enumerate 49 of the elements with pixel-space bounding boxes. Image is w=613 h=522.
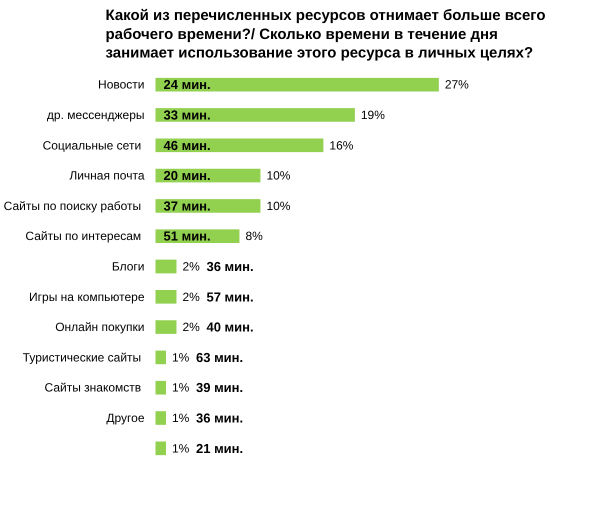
data-label: 10% bbox=[266, 168, 291, 183]
bar bbox=[156, 260, 176, 274]
annotation: 37 мин. bbox=[164, 198, 211, 214]
annotation: 24 мин. bbox=[164, 77, 211, 92]
bar bbox=[156, 108, 355, 122]
y-tick-label: Сайты по поиску работы bbox=[4, 198, 142, 213]
data-label: 1% bbox=[172, 441, 190, 456]
annotation: 21 мин. bbox=[196, 440, 244, 456]
annotation: 63 мин. bbox=[196, 350, 244, 365]
bar bbox=[156, 320, 176, 334]
annotation: 51 мин. bbox=[164, 228, 211, 244]
data-label: 1% bbox=[172, 350, 190, 364]
annotation: 57 мин. bbox=[206, 289, 254, 304]
annotation: 39 мин. bbox=[196, 380, 244, 396]
data-label: 27% bbox=[444, 78, 470, 92]
data-label: 1% bbox=[172, 380, 190, 395]
annotation: 46 мин. bbox=[164, 138, 211, 153]
y-tick-label: Сайты по интересам bbox=[25, 229, 142, 244]
data-label: 2% bbox=[182, 320, 200, 334]
data-label: 2% bbox=[182, 290, 200, 304]
data-label: 19% bbox=[360, 108, 386, 122]
y-tick-label: Другое bbox=[106, 411, 145, 426]
bar bbox=[156, 380, 166, 395]
data-label: 1% bbox=[172, 411, 190, 426]
bar bbox=[156, 78, 439, 92]
y-tick-label: Сайты знакомств bbox=[44, 380, 142, 395]
y-tick-label: Личная почта bbox=[69, 168, 145, 183]
annotation: 20 мин. bbox=[164, 168, 211, 184]
annotation: 36 мин. bbox=[196, 410, 244, 426]
data-label: 16% bbox=[329, 138, 354, 152]
y-tick-label: Игры на компьютере bbox=[29, 290, 145, 304]
y-tick-label: Социальные сети bbox=[42, 138, 142, 152]
annotation: 36 мин. bbox=[206, 259, 254, 274]
data-label: 2% bbox=[182, 260, 200, 274]
chart-title: Какой из перечисленных ресурсов отнимает больше всего рабочего времени?/ Сколько времени в течение дня занимает использование этого ресурса в личных целях? bbox=[105, 7, 546, 62]
annotation: 33 мин. bbox=[164, 107, 211, 122]
bar bbox=[156, 290, 176, 304]
y-tick-label: Онлайн покупки bbox=[55, 320, 145, 334]
y-tick-label: Блоги bbox=[112, 260, 145, 274]
y-tick-label: др. мессенджеры bbox=[46, 108, 145, 122]
data-label: 10% bbox=[266, 198, 291, 213]
bar bbox=[156, 138, 324, 152]
y-tick-label: Туристические сайты bbox=[22, 350, 142, 364]
bar bbox=[156, 442, 166, 456]
bar bbox=[156, 411, 166, 425]
bar bbox=[156, 350, 166, 364]
annotation: 40 мин. bbox=[206, 320, 254, 335]
data-label: 8% bbox=[245, 229, 264, 244]
y-tick-label: Новости bbox=[98, 78, 144, 92]
